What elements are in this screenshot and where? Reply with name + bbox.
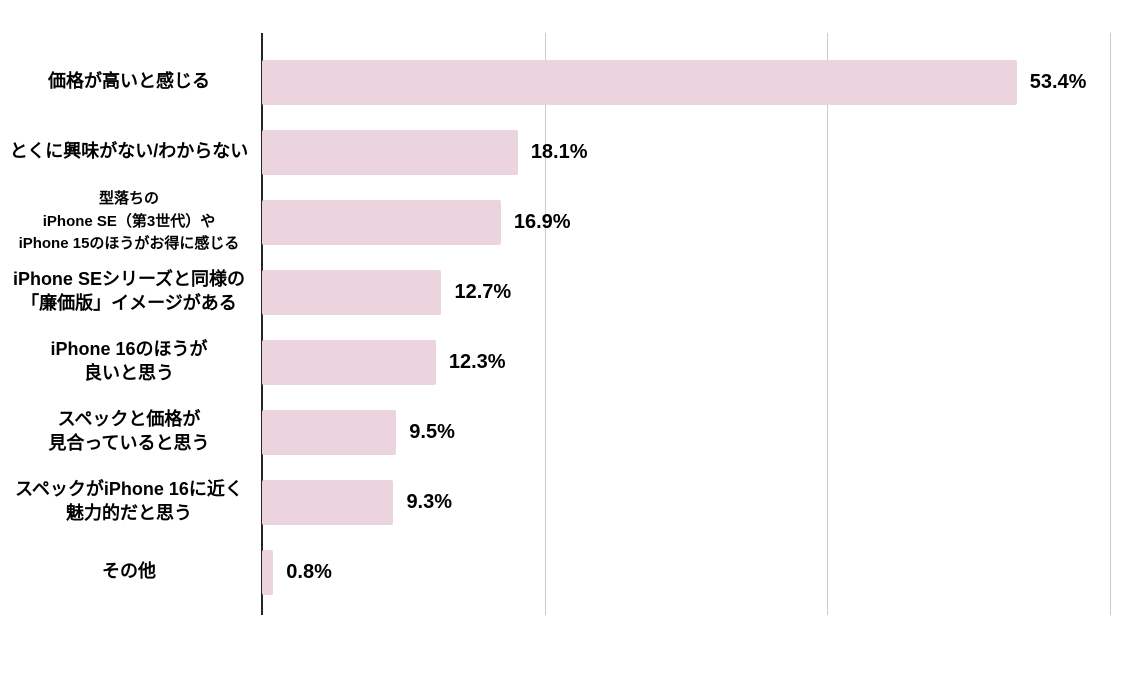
chart-row: iPhone 16のほうが 良いと思う 12.3%: [0, 327, 1145, 397]
chart-row: 型落ちの iPhone SE（第3世代）や iPhone 15のほうがお得に感じる 1…: [0, 187, 1145, 257]
value-label: 16.9%: [513, 210, 571, 233]
value-label: 12.3%: [448, 350, 506, 373]
bar-area: 12.3%: [262, 339, 1145, 385]
bar-area: 0.8%: [262, 549, 1145, 595]
category-label-line: 「廉価版」イメージがある: [21, 293, 237, 313]
category-label-line: 魅力的だと思う: [66, 503, 192, 523]
bar: [262, 199, 501, 245]
value-label: 18.1%: [530, 140, 588, 163]
bar: [262, 479, 394, 525]
category-label: スペックと価格が 見合っていると思う: [0, 408, 258, 456]
category-label-line: 価格が高いと感じる: [48, 71, 210, 92]
bar: [262, 339, 436, 385]
category-label-line: とくに興味がない/わからない: [9, 141, 249, 162]
bar: [262, 129, 518, 175]
category-label-line: 見合っていると思う: [48, 433, 210, 453]
category-label: 型落ちの iPhone SE（第3世代）や iPhone 15のほうがお得に感じる: [0, 188, 258, 256]
grid-layer: [261, 33, 1145, 615]
category-label-line: 型落ちの: [98, 190, 159, 208]
value-label: 53.4%: [1029, 70, 1087, 93]
bar-area: 16.9%: [262, 199, 1145, 245]
category-label: iPhone SEシリーズと同様の 「廉価版」イメージがある: [0, 268, 258, 316]
chart-row: スペックと価格が 見合っていると思う 9.5%: [0, 397, 1145, 467]
y-axis-line: [261, 33, 263, 615]
bar-area: 18.1%: [262, 129, 1145, 175]
bar-area: 9.5%: [262, 409, 1145, 455]
gridline-40: [827, 33, 829, 615]
bar-area: 9.3%: [262, 479, 1145, 525]
gridline-20: [544, 33, 546, 615]
category-label-line: スペックと価格が: [57, 409, 201, 430]
bar-area: 53.4%: [262, 59, 1145, 105]
chart-row: スペックがiPhone 16に近く 魅力的だと思う 9.3%: [0, 467, 1145, 537]
chart-row: その他 0.8%: [0, 537, 1145, 607]
category-label: とくに興味がない/わからない: [0, 140, 258, 164]
category-label-line: iPhone SEシリーズと同様の: [12, 269, 246, 290]
category-label-line: iPhone 15のほうがお得に感じる: [18, 235, 240, 253]
category-label: 価格が高いと感じる: [0, 70, 258, 94]
category-label-line: その他: [102, 561, 156, 582]
chart-rows: 価格が高いと感じる 53.4% とくに興味がない/わからない 18.1% 型落ちの iPh…: [0, 47, 1145, 607]
chart-row: iPhone SEシリーズと同様の 「廉価版」イメージがある 12.7%: [0, 257, 1145, 327]
value-label: 12.7%: [454, 280, 512, 303]
value-label: 9.5%: [409, 420, 455, 443]
value-label: 9.3%: [406, 490, 453, 513]
bar: [262, 269, 442, 315]
bar-area: 12.7%: [262, 269, 1145, 315]
category-label-line: iPhone 16のほうが: [50, 339, 208, 360]
category-label: iPhone 16のほうが 良いと思う: [0, 338, 258, 386]
category-label: その他: [0, 560, 258, 584]
category-label-line: スペックがiPhone 16に近く: [15, 479, 243, 500]
category-label: スペックがiPhone 16に近く 魅力的だと思う: [0, 478, 258, 526]
chart-row: 価格が高いと感じる 53.4%: [0, 47, 1145, 117]
value-label: 0.8%: [286, 560, 332, 583]
bar: [262, 409, 397, 455]
chart-row: とくに興味がない/わからない 18.1%: [0, 117, 1145, 187]
gridline-60: [1110, 33, 1111, 615]
bar: [262, 59, 1017, 105]
category-label-line: 良いと思う: [84, 363, 174, 383]
bar: [262, 549, 274, 595]
category-label-line: iPhone SE（第3世代）や: [42, 212, 216, 230]
